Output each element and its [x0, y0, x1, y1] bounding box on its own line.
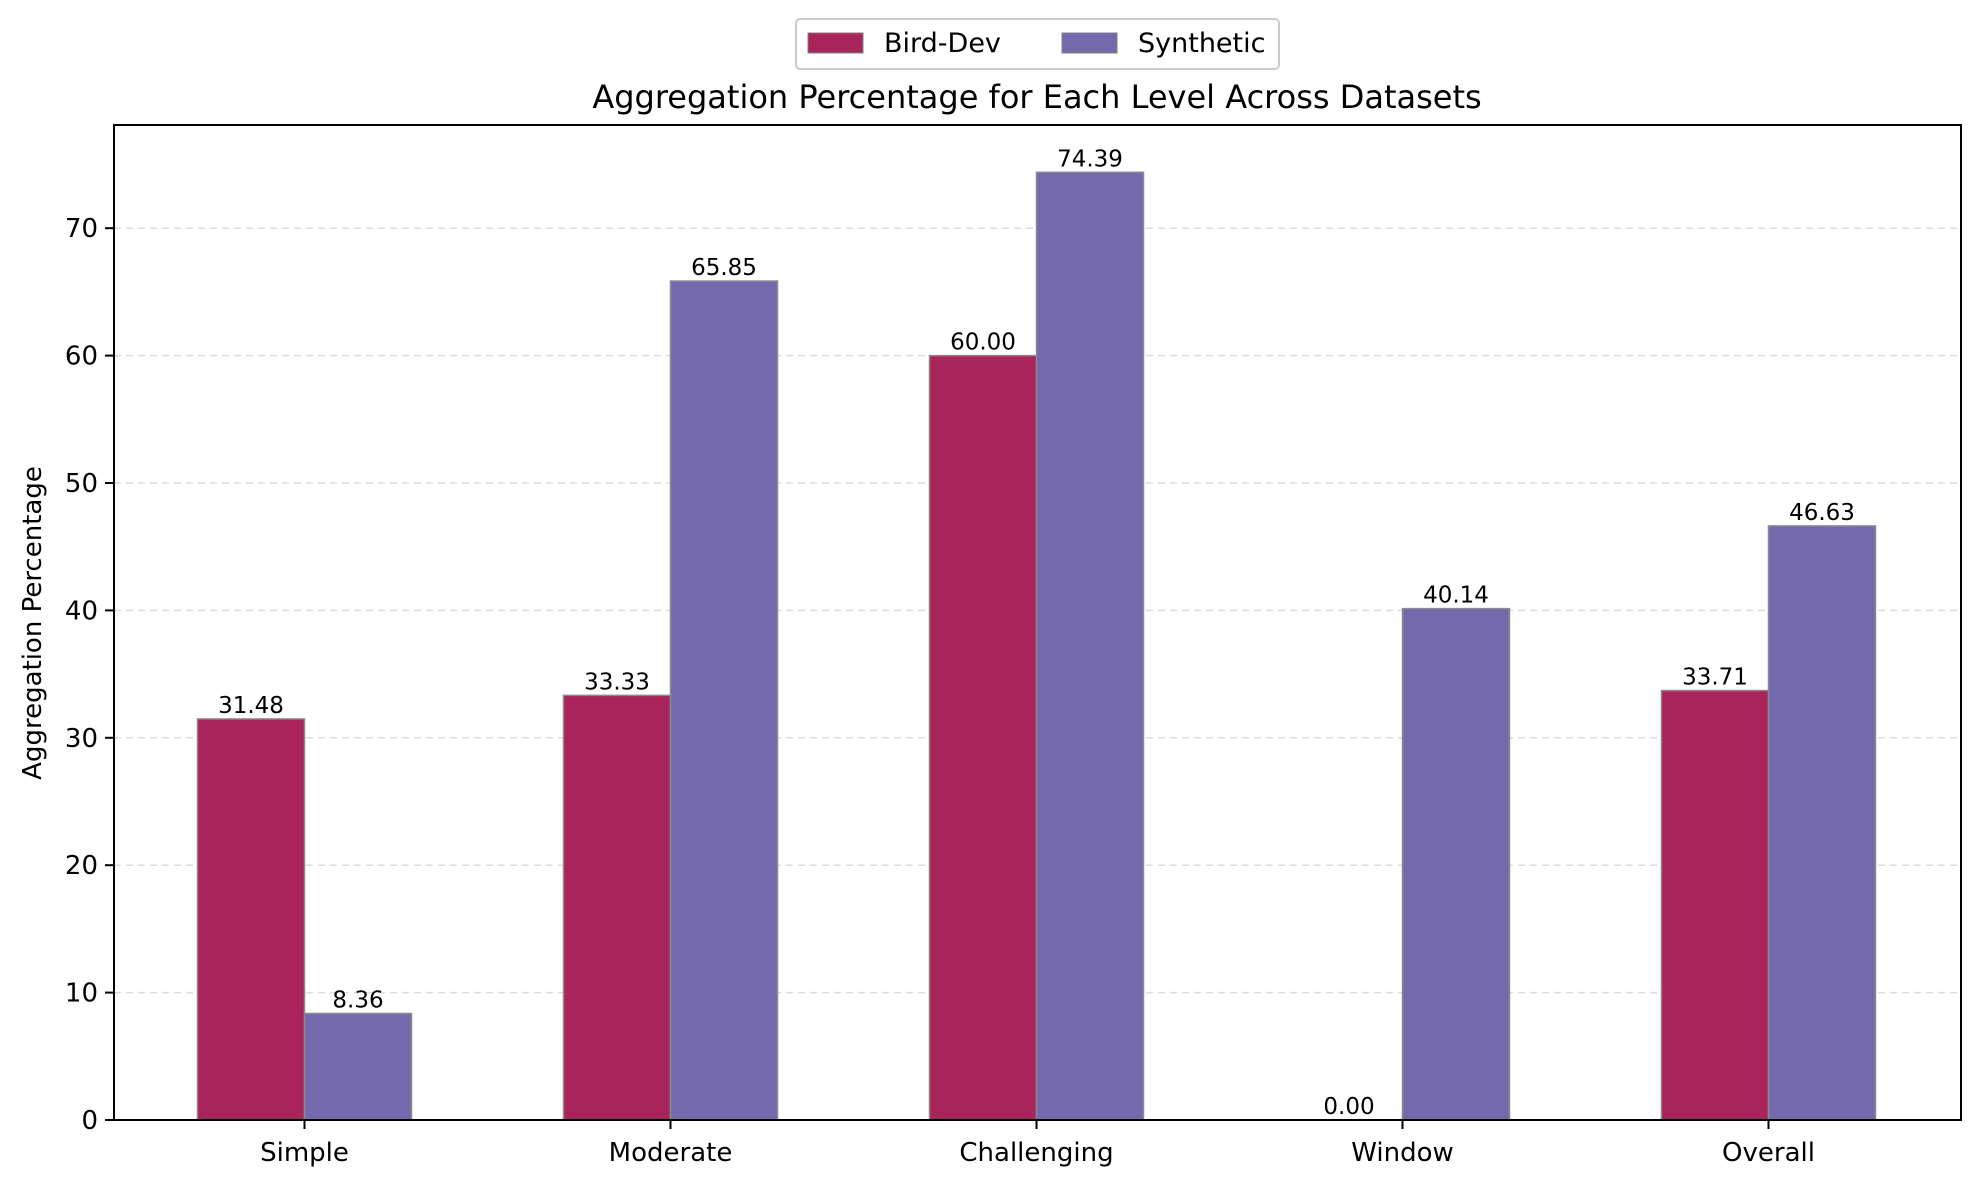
data-label-synthetic-window: 40.14 — [1423, 583, 1489, 609]
bars — [196, 171, 1877, 1121]
data-label-bird-dev-moderate: 33.33 — [584, 669, 650, 695]
x-tick-label-moderate: Moderate — [609, 1138, 733, 1168]
data-label-synthetic-moderate: 65.85 — [691, 255, 757, 281]
bar-bird-dev-challenging — [928, 354, 1038, 1121]
data-label-synthetic-overall: 46.63 — [1789, 500, 1855, 526]
data-labels: 31.48 33.33 60.00 0.00 33.71 8.36 65.85 74.39 40… — [218, 146, 1855, 1120]
y-tick-label: 50 — [65, 469, 98, 499]
data-label-bird-dev-overall: 33.71 — [1682, 665, 1748, 691]
data-label-bird-dev-challenging: 60.00 — [950, 330, 1016, 356]
data-label-synthetic-simple: 8.36 — [332, 987, 383, 1013]
x-tick-label-simple: Simple — [260, 1138, 349, 1168]
legend-frame — [795, 18, 1280, 70]
bar-bird-dev-moderate — [562, 694, 672, 1121]
x-tick-label-challenging: Challenging — [959, 1138, 1113, 1168]
legend-label-synthetic: Synthetic — [1138, 28, 1265, 59]
bar-synthetic-challenging — [1035, 171, 1145, 1121]
bar-synthetic-moderate — [669, 280, 779, 1121]
y-tick-label: 70 — [65, 214, 98, 244]
legend-swatch-bird-dev — [807, 32, 864, 54]
y-tick-label: 0 — [81, 1106, 98, 1136]
bar-synthetic-window — [1401, 607, 1511, 1121]
y-tick-label: 30 — [65, 724, 98, 754]
y-tick-label: 40 — [65, 596, 98, 626]
bar-bird-dev-overall — [1660, 689, 1770, 1121]
legend-swatch-synthetic — [1061, 32, 1118, 54]
x-axis-ticks: Simple Moderate Challenging Window Overall — [260, 1120, 1815, 1168]
y-tick-label: 10 — [65, 979, 98, 1009]
gridlines — [114, 227, 1961, 994]
data-label-bird-dev-window: 0.00 — [1323, 1094, 1374, 1120]
legend: Bird-Dev Synthetic — [795, 18, 1280, 70]
data-label-bird-dev-simple: 31.48 — [218, 693, 284, 719]
data-label-synthetic-challenging: 74.39 — [1057, 146, 1123, 172]
chart-title: Aggregation Percentage for Each Level Ac… — [592, 78, 1481, 116]
y-tick-label: 60 — [65, 342, 98, 372]
legend-label-bird-dev: Bird-Dev — [884, 28, 1001, 59]
bar-bird-dev-simple — [196, 718, 306, 1121]
x-tick-label-window: Window — [1351, 1138, 1454, 1168]
x-tick-label-overall: Overall — [1722, 1138, 1815, 1168]
bar-synthetic-overall — [1767, 525, 1877, 1121]
y-tick-label: 20 — [65, 851, 98, 881]
y-axis-ticks: 0 10 20 30 40 50 60 70 — [65, 214, 114, 1136]
bar-synthetic-simple — [303, 1012, 413, 1121]
y-axis-label: Aggregation Percentage — [18, 466, 48, 780]
